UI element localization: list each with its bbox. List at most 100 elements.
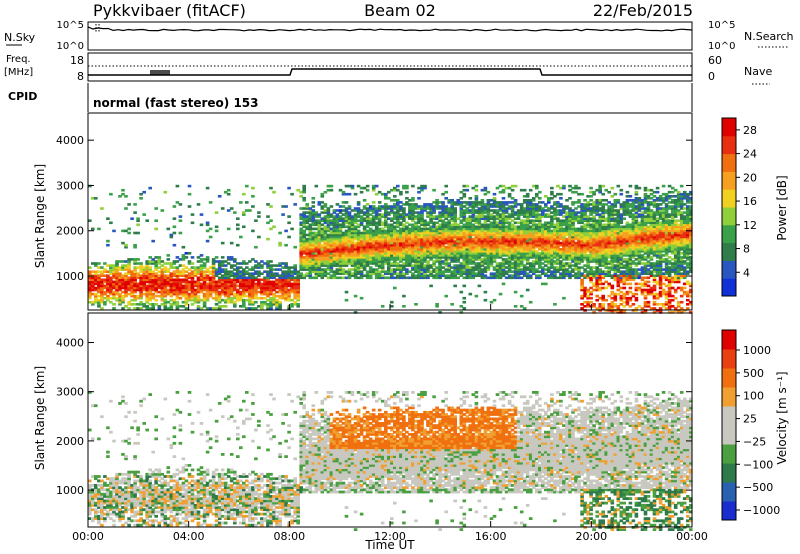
power-cell <box>281 266 285 269</box>
power-cell <box>393 276 397 280</box>
power-cell <box>571 225 575 229</box>
power-cell <box>344 225 349 229</box>
power-cell <box>447 199 451 202</box>
power-cell <box>435 303 439 306</box>
power-cell <box>88 219 92 222</box>
power-cell <box>468 217 473 220</box>
power-cell <box>266 276 270 280</box>
power-cell <box>417 274 421 277</box>
power-cell <box>465 268 470 271</box>
power-cell <box>374 229 379 233</box>
power-cell <box>483 235 488 239</box>
power-cell <box>350 258 355 261</box>
power-cell <box>510 250 515 253</box>
power-cell <box>371 219 376 222</box>
power-cell <box>190 298 195 302</box>
power-cell <box>248 272 252 275</box>
power-cell <box>568 237 572 241</box>
power-cell <box>91 300 95 304</box>
power-cell <box>525 288 530 292</box>
power-cell <box>474 264 479 267</box>
power-cell <box>124 243 128 247</box>
power-cell <box>263 278 267 282</box>
power-cell <box>435 231 439 235</box>
power-cell <box>393 225 397 229</box>
power-cell <box>275 268 279 271</box>
power-cell <box>326 276 331 280</box>
power-cell <box>504 225 509 229</box>
nsky-panel: N.Sky 10^5 10^0 10^5 10^0 N.Search <box>4 20 794 52</box>
power-cell <box>516 229 521 233</box>
power-cell <box>601 225 605 229</box>
power-cell <box>260 290 264 294</box>
power-cell <box>387 211 391 214</box>
power-cell <box>538 215 542 218</box>
power-cell <box>586 229 590 233</box>
power-cell <box>380 258 385 261</box>
power-cell <box>444 225 448 229</box>
power-cell <box>320 227 325 231</box>
power-cell <box>217 266 222 269</box>
power-cell <box>589 268 593 271</box>
power-cell <box>598 241 602 245</box>
power-cell <box>118 294 122 298</box>
power-cell <box>583 199 587 202</box>
power-cell <box>456 199 460 202</box>
power-cell <box>344 248 349 251</box>
power-cell <box>486 254 491 257</box>
power-cell <box>124 207 128 210</box>
power-cell <box>444 223 448 227</box>
power-cell <box>495 270 500 273</box>
power-cell <box>199 260 204 263</box>
power-cell <box>181 268 186 271</box>
power-cell <box>408 223 412 227</box>
power-cell <box>583 268 587 271</box>
power-cell <box>362 225 367 229</box>
power-cell <box>211 284 216 288</box>
power-cell <box>459 231 464 235</box>
power-cell <box>420 207 424 210</box>
power-cell <box>196 307 201 310</box>
power-cell <box>556 250 560 253</box>
power-cell <box>483 290 488 294</box>
power-cell <box>166 258 171 261</box>
power-cell <box>507 264 512 267</box>
power-cell <box>438 227 442 231</box>
power-cell <box>323 217 328 220</box>
power-cell <box>347 245 352 249</box>
power-cell <box>199 266 204 269</box>
power-cell <box>456 248 460 251</box>
power-cell <box>441 203 445 206</box>
power-cell <box>435 225 439 229</box>
power-cell <box>112 292 116 296</box>
power-cell <box>127 260 131 263</box>
power-cell <box>426 248 430 251</box>
power-cell <box>504 260 509 263</box>
power-cell <box>302 276 306 280</box>
power-cell <box>429 205 433 208</box>
power-cell <box>257 286 261 290</box>
power-cell <box>332 211 337 214</box>
power-cell <box>254 272 258 275</box>
power-cell <box>142 280 146 284</box>
power-cell <box>411 209 415 212</box>
power-cell <box>408 270 412 273</box>
power-cell <box>559 213 563 216</box>
power-cell <box>329 254 334 257</box>
power-cell <box>405 270 409 273</box>
power-cell <box>329 276 334 280</box>
power-cell <box>387 258 391 261</box>
power-cell <box>384 207 388 210</box>
power-cell <box>302 235 306 239</box>
power-cell <box>133 274 137 277</box>
power-cell <box>320 205 325 208</box>
power-cell <box>598 186 602 190</box>
power-cell <box>516 231 521 235</box>
power-cell <box>142 292 146 296</box>
power-cell <box>139 264 143 267</box>
power-cell <box>293 278 297 282</box>
power-cell <box>308 217 313 220</box>
power-cell <box>233 284 237 288</box>
power-cell <box>353 270 358 273</box>
power-cell <box>338 268 343 271</box>
